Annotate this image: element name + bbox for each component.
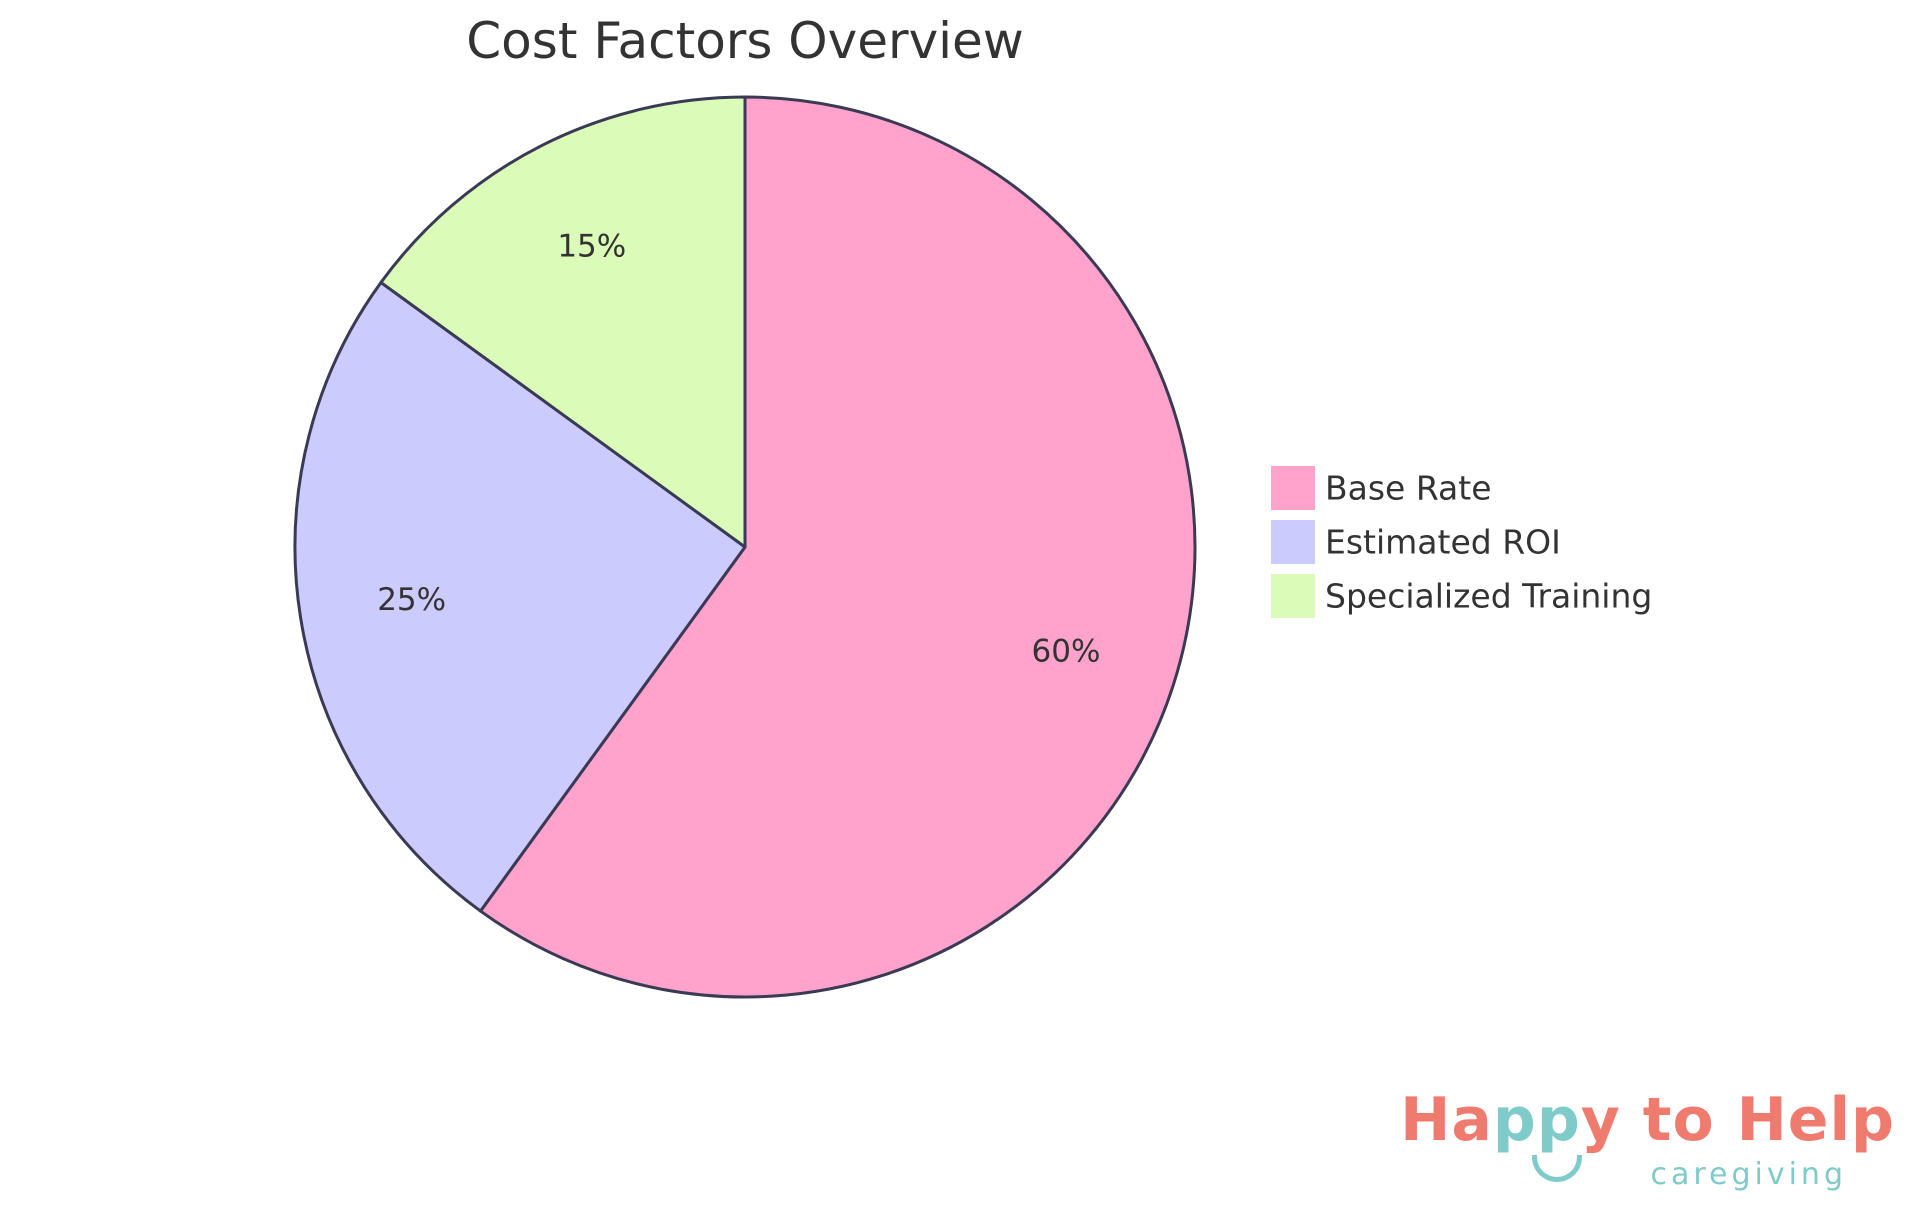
logo-smile-icon bbox=[1532, 1155, 1582, 1182]
legend-swatch bbox=[1271, 574, 1315, 618]
legend: Base Rate Estimated ROI Specialized Traini… bbox=[1271, 466, 1652, 618]
chart-title: Cost Factors Overview bbox=[466, 12, 1023, 70]
legend-swatch bbox=[1271, 466, 1315, 510]
logo-text-part: pp bbox=[1492, 1085, 1581, 1155]
logo-wordmark: Happy to Help bbox=[1400, 1085, 1895, 1155]
pie-slice-labels: 60% 25% 15% bbox=[377, 228, 1100, 669]
logo-text-part: y to Help bbox=[1580, 1085, 1895, 1155]
legend-swatch bbox=[1271, 520, 1315, 564]
slice-value-label: 15% bbox=[557, 228, 626, 264]
pie-slice-estimated-roi bbox=[293, 280, 747, 913]
happy-to-help-logo: Happy to Help caregiving bbox=[1400, 1085, 1895, 1205]
pie-slice-specialized-training bbox=[379, 95, 747, 549]
logo-subtitle: caregiving bbox=[1650, 1157, 1847, 1192]
logo-text-part: Ha bbox=[1400, 1085, 1493, 1155]
pie-slices bbox=[293, 95, 1197, 999]
pie-slice-base-rate bbox=[478, 95, 1197, 999]
legend-label: Base Rate bbox=[1325, 469, 1492, 508]
legend-label: Specialized Training bbox=[1325, 577, 1652, 616]
slice-value-label: 25% bbox=[377, 582, 446, 618]
slice-value-label: 60% bbox=[1032, 633, 1101, 669]
legend-label: Estimated ROI bbox=[1325, 523, 1561, 562]
